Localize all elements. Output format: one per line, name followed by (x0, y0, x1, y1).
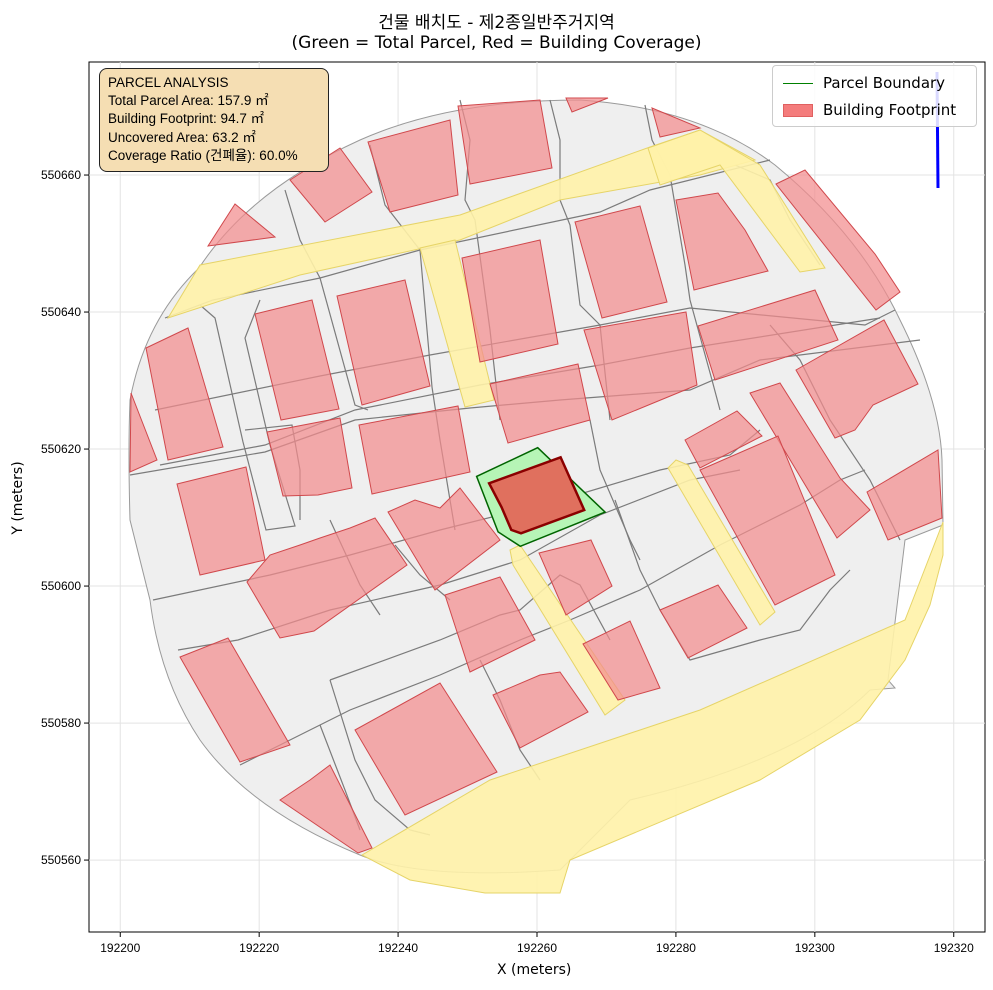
building (659, 584, 748, 659)
legend: Parcel Boundary Building Footprint (772, 65, 977, 127)
building (565, 97, 609, 113)
legend-item-building-footprint: Building Footprint (783, 100, 956, 120)
building (246, 517, 408, 639)
legend-item-parcel-boundary: Parcel Boundary (783, 73, 945, 93)
road-east-spur (667, 459, 776, 626)
building (354, 682, 498, 816)
x-axis-label: X (meters) (497, 962, 572, 978)
y-tick-label: 550620 (41, 442, 81, 456)
parcel-analysis-box: PARCEL ANALYSIS Total Parcel Area: 157.9… (99, 68, 329, 173)
road-north-band (166, 129, 757, 319)
building (749, 382, 871, 539)
x-tick-label: 192220 (239, 941, 279, 955)
building (254, 299, 340, 421)
y-tick-label: 550640 (41, 305, 81, 319)
y-tick-label: 550580 (41, 716, 81, 730)
x-tick-label: 192240 (378, 941, 418, 955)
x-tick-label: 192300 (795, 941, 835, 955)
info-total-parcel-area: Total Parcel Area: 157.9 ㎡ (108, 93, 269, 109)
building (266, 417, 353, 497)
building (179, 637, 291, 763)
target-building-footprint[interactable] (487, 455, 586, 535)
building (457, 99, 553, 185)
building (675, 192, 769, 291)
road-northeast-branch (647, 129, 826, 273)
building (358, 405, 471, 495)
building (866, 449, 943, 541)
y-tick-label: 550660 (41, 168, 81, 182)
building (697, 289, 839, 381)
y-tick-label: 550560 (41, 853, 81, 867)
building (795, 319, 919, 439)
legend-patch-icon (783, 103, 813, 117)
road-north-spur (419, 239, 495, 408)
x-tick-label: 192320 (934, 941, 974, 955)
building (145, 327, 224, 461)
building (651, 107, 702, 138)
building (492, 671, 589, 749)
chart-title-line1: 건물 배치도 - 제2종일반주거지역 (378, 13, 615, 33)
legend-label: Parcel Boundary (823, 74, 946, 92)
building (279, 764, 373, 854)
x-tick-label: 192200 (100, 941, 140, 955)
building (176, 466, 266, 576)
building (574, 205, 668, 319)
building (684, 410, 763, 469)
y-tick-label: 550600 (41, 579, 81, 593)
building (489, 363, 591, 444)
building (129, 392, 158, 473)
y-axis-label: Y (meters) (10, 461, 26, 535)
x-tick-label: 192280 (656, 941, 696, 955)
buildings-layer (129, 97, 943, 854)
building (461, 239, 559, 363)
chart-title-line2: (Green = Total Parcel, Red = Building Co… (291, 33, 702, 53)
legend-label: Building Footprint (823, 101, 957, 119)
info-uncovered-area: Uncovered Area: 63.2 ㎡ (108, 129, 256, 145)
x-tick-label: 192260 (517, 941, 557, 955)
road-south-band (360, 521, 944, 894)
info-coverage-ratio: Coverage Ratio (건폐율): 60.0% (108, 147, 298, 163)
building (583, 311, 698, 421)
building (336, 279, 431, 406)
building (206, 203, 277, 247)
building (367, 119, 459, 213)
building (387, 487, 501, 591)
info-building-footprint: Building Footprint: 94.7 ㎡ (108, 111, 265, 127)
building (775, 169, 901, 311)
axis-ticks: 192200 192220 192240 192260 192280 192300 1923… (41, 168, 974, 955)
legend-line-icon (783, 82, 813, 84)
info-heading: PARCEL ANALYSIS (108, 75, 229, 90)
building (444, 576, 536, 673)
building (582, 620, 661, 701)
building (538, 539, 613, 616)
building (699, 435, 836, 606)
roads-layer (166, 129, 944, 894)
